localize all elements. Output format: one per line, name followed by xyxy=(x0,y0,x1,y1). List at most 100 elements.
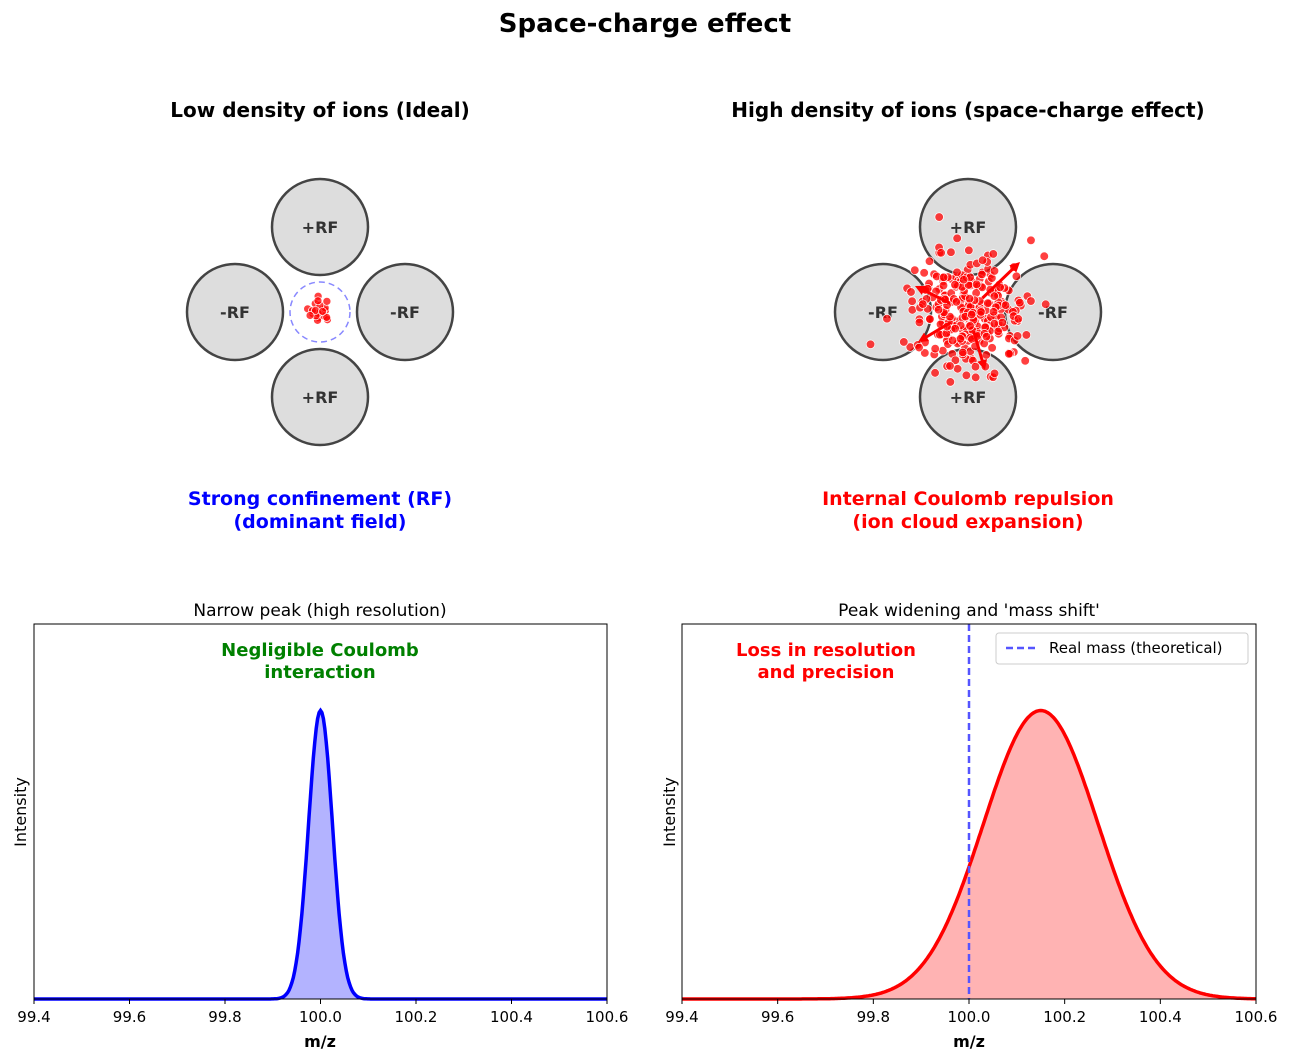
ion xyxy=(993,326,1003,337)
rod xyxy=(270,347,370,447)
arrow-head xyxy=(977,358,987,370)
ion xyxy=(1013,314,1023,324)
ion xyxy=(958,347,968,358)
ion xyxy=(305,311,315,320)
y-axis-label: Intensity xyxy=(11,777,30,847)
x-axis-label: m/z xyxy=(953,1032,985,1051)
x-tick-label: 99.6 xyxy=(113,1008,146,1026)
ion xyxy=(1026,235,1036,245)
ion xyxy=(924,256,935,266)
legend: Real mass (theoretical) xyxy=(995,632,1249,665)
ion xyxy=(1000,300,1011,310)
ion xyxy=(925,314,935,324)
legend-label: Real mass (theoretical) xyxy=(1049,639,1223,657)
ion xyxy=(947,335,958,346)
ion xyxy=(959,275,969,285)
ion xyxy=(1026,296,1036,306)
ion xyxy=(907,305,917,315)
chart-title: Narrow peak (high resolution) xyxy=(193,601,446,621)
ion xyxy=(1011,271,1022,281)
rod-label: +RF xyxy=(302,218,339,237)
x-tick-label: 99.8 xyxy=(208,1008,241,1026)
annotation-line-1: Negligible Coulomb xyxy=(221,640,419,661)
peak-widening-chart: Peak widening and 'mass shift' Loss in r… xyxy=(660,601,1277,1051)
ion xyxy=(971,372,981,383)
ion xyxy=(964,245,974,255)
ion xyxy=(1015,298,1025,308)
arrow-head xyxy=(915,285,927,295)
annotation-line-1: Loss in resolution xyxy=(736,640,916,661)
ion xyxy=(950,323,960,334)
ion xyxy=(977,269,987,280)
ion xyxy=(965,321,975,331)
ion xyxy=(914,317,925,328)
ion xyxy=(983,298,993,308)
ion xyxy=(966,309,977,320)
ion xyxy=(906,287,916,297)
arrow-head xyxy=(1009,262,1020,273)
ion xyxy=(989,319,999,329)
ion xyxy=(952,267,962,277)
x-tick-label: 99.6 xyxy=(761,1008,794,1026)
rod-label: +RF xyxy=(950,388,987,407)
ion xyxy=(313,296,323,306)
annotation-line-2: and precision xyxy=(758,662,895,683)
ion xyxy=(988,307,999,317)
ion xyxy=(955,334,966,344)
caption-line-1: Strong confinement (RF) xyxy=(188,488,452,510)
ion xyxy=(318,307,327,316)
x-tick-label: 99.4 xyxy=(665,1008,698,1026)
ion xyxy=(951,297,962,307)
repulsion-arrow xyxy=(924,321,952,340)
ion xyxy=(907,296,917,306)
ion xyxy=(977,255,988,265)
x-tick-label: 100.0 xyxy=(299,1008,342,1026)
legend-box xyxy=(995,632,1249,665)
ion xyxy=(1012,331,1023,341)
figure-title: Space-charge effect xyxy=(499,9,791,39)
x-tick-label: 100.4 xyxy=(490,1008,533,1026)
ion xyxy=(961,370,972,380)
x-tick-label: 100.4 xyxy=(1139,1008,1182,1026)
rod-label: -RF xyxy=(220,303,250,322)
ion xyxy=(910,265,920,275)
ion xyxy=(945,361,955,371)
ion xyxy=(920,348,930,358)
ion xyxy=(981,350,991,360)
ion xyxy=(964,294,975,304)
ion xyxy=(865,339,876,349)
peak-fill xyxy=(682,710,1256,999)
x-tick-label: 100.6 xyxy=(1235,1008,1278,1026)
ion xyxy=(945,377,955,387)
rod-label: -RF xyxy=(390,303,420,322)
arrow-head xyxy=(918,332,930,342)
ion xyxy=(939,272,949,282)
x-tick-label: 100.6 xyxy=(586,1008,629,1026)
x-tick-label: 99.4 xyxy=(17,1008,50,1026)
ion xyxy=(981,332,992,342)
rod-label: +RF xyxy=(950,218,987,237)
x-tick-label: 100.2 xyxy=(395,1008,438,1026)
annotation-line-2: interaction xyxy=(264,662,375,683)
x-axis-label: m/z xyxy=(304,1032,336,1051)
ion xyxy=(1004,349,1014,359)
ion xyxy=(936,248,946,258)
ion xyxy=(938,280,949,291)
narrow-peak-chart: Narrow peak (high resolution) Negligible… xyxy=(11,601,628,1051)
rod xyxy=(185,262,285,362)
repulsion-arrow xyxy=(921,288,951,305)
x-tick-label: 99.8 xyxy=(857,1008,890,1026)
caption-line-2: (ion cloud expansion) xyxy=(852,511,1083,533)
peak-fill xyxy=(34,710,607,999)
ion xyxy=(989,368,1000,379)
repulsion-arrow xyxy=(972,330,985,363)
ion xyxy=(1020,356,1030,366)
ion xyxy=(976,307,986,317)
x-tick-label: 100.0 xyxy=(948,1008,991,1026)
ion xyxy=(952,233,962,243)
ion xyxy=(322,296,332,306)
ion xyxy=(972,279,982,290)
ion xyxy=(997,317,1008,328)
ion xyxy=(987,343,997,353)
